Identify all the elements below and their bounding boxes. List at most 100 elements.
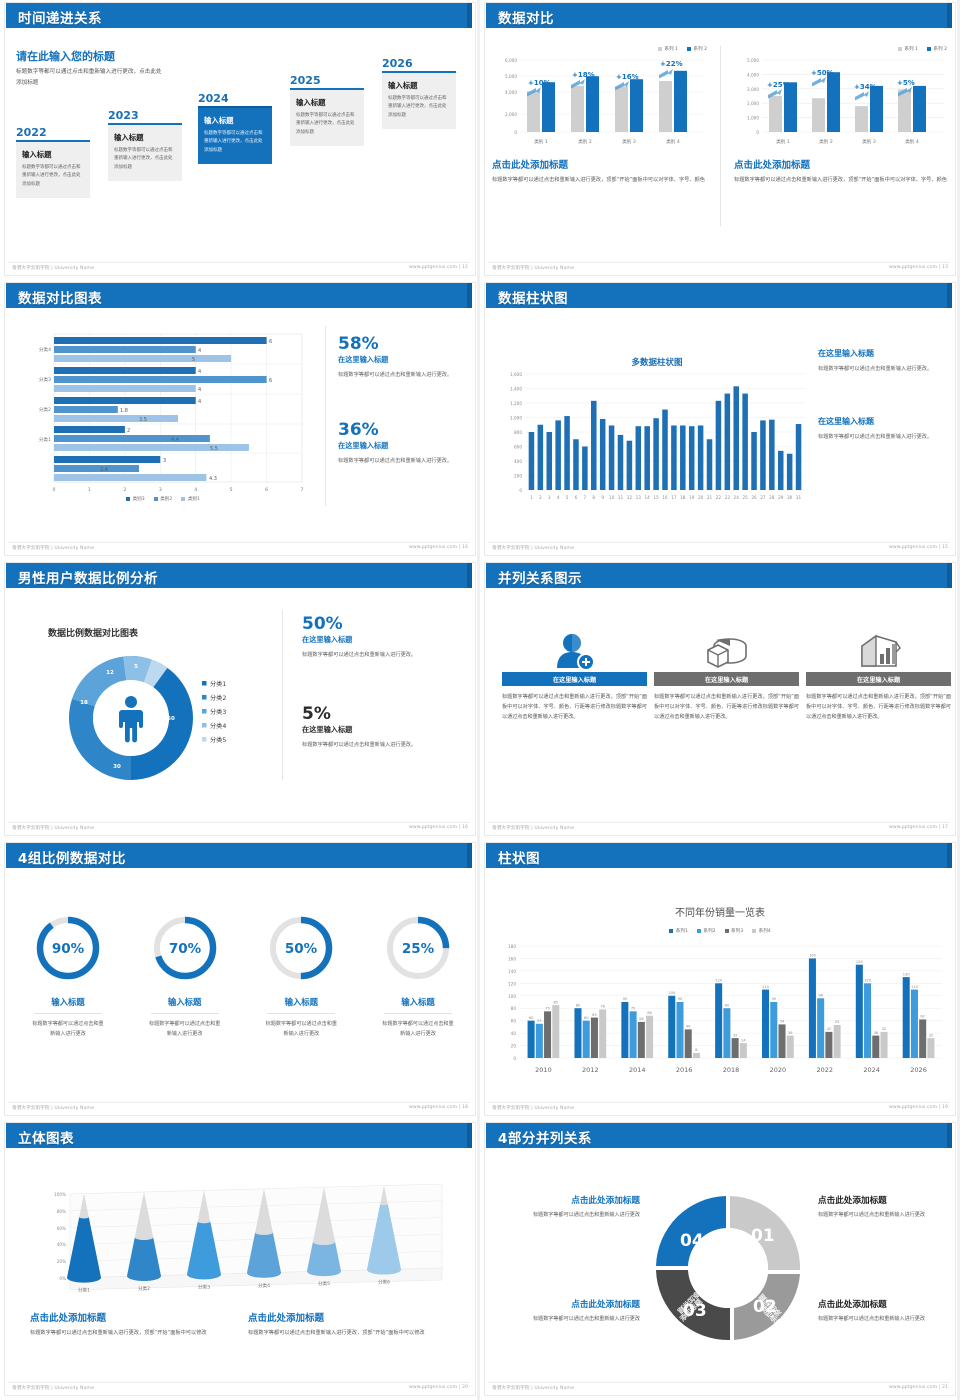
donut-slice-4 (123, 655, 152, 683)
cone-fill (307, 1241, 341, 1277)
svg-text:1,200: 1,200 (510, 401, 522, 406)
svg-text:0%: 0% (59, 1276, 66, 1281)
svg-text:9: 9 (601, 495, 604, 500)
timeline-card-heading: 输入标题 (114, 133, 144, 142)
slice-value: 12 (106, 670, 114, 676)
bar (591, 400, 597, 490)
slide-header: 数据柱状图 (486, 283, 952, 308)
svg-text:55: 55 (537, 1019, 542, 1023)
block-title: 在这里输入标题 (818, 417, 874, 426)
svg-text:17: 17 (671, 495, 677, 500)
svg-text:10: 10 (609, 495, 615, 500)
chart-four-part-donut: 01 02 03 04 添加标题 添加标题 添加标题 添加标题 (656, 1196, 801, 1341)
bar (680, 425, 686, 490)
svg-text:分类5: 分类5 (210, 736, 226, 744)
bar (715, 400, 722, 490)
gauge-text: 标题数字等都可以通过点击和重新输入进行更改 (382, 1021, 454, 1038)
svg-text:20: 20 (698, 495, 704, 500)
timeline-card-2023[interactable]: 2023 输入标题 标题数字等都可以通过点击和重新输入进行更改，点击此处添加标题 (108, 109, 182, 181)
bar (544, 1011, 552, 1058)
timeline-year: 2022 (16, 126, 47, 139)
slide-title: 柱状图 (498, 851, 540, 867)
footer-left: 香港大学云街学院 | University Name (492, 1106, 575, 1111)
svg-text:180: 180 (508, 944, 516, 949)
bar (574, 1008, 582, 1058)
svg-text:21: 21 (707, 495, 713, 500)
footer-right: www.pptgenius.com | 13 (889, 265, 948, 270)
svg-text:8: 8 (592, 495, 595, 500)
segment-number: 02 (753, 1297, 777, 1317)
gauge-70[interactable]: 70% 输入标题 标题数字等都可以通过点击和重新输入进行更改 (135, 910, 235, 1039)
slide-body: 在这里输入标题 标题数字等都可以通过点击和重新输入进行更改，顶部“开始”面板中可… (488, 590, 952, 818)
bar (668, 995, 676, 1058)
parallel-text: 标题数字等都可以通过点击和重新输入进行更改，顶部“开始”面板中可以对字体、字号、… (806, 694, 951, 721)
parallel-column-2[interactable]: 在这里输入标题 标题数字等都可以通过点击和重新输入进行更改，顶部“开始”面板中可… (654, 630, 799, 723)
segment-01 (730, 1196, 801, 1270)
timeline-card-2024[interactable]: 2024 输入标题 标题数字等都可以通过点击和重新输入进行更改，点击此处添加标题 (198, 92, 272, 164)
block-title: 点击此处添加标题 (30, 1313, 107, 1324)
cone-fill (247, 1232, 281, 1278)
slide-male-ratio: 男性用户数据比例分析 数据比例数据对比图表 (0, 560, 480, 840)
svg-text:28: 28 (769, 495, 775, 500)
bar (739, 1043, 747, 1058)
slide-right-edge (957, 560, 960, 840)
header-accent (947, 283, 952, 308)
svg-text:20%: 20% (57, 1259, 66, 1264)
timeline-card-2025[interactable]: 2025 输入标题 标题数字等都可以通过点击和重新输入进行更改，点击此处添加标题 (290, 74, 364, 146)
gauge-25[interactable]: 25% 输入标题 标题数字等都可以通过点击和重新输入进行更改 (368, 910, 468, 1039)
svg-text:0: 0 (514, 130, 517, 135)
parallel-banner[interactable]: 在这里输入标题 (502, 672, 647, 686)
svg-text:60%: 60% (57, 1226, 66, 1231)
timeline-card-2026[interactable]: 2026 输入标题 标题数字等都可以通过点击和重新输入进行更改，点击此处添加标题 (382, 57, 456, 129)
slide-gauges: 4组比例数据对比 90% 输入标题 标题数字等都可以通过点击和重新输入进行更改 70%… (0, 840, 480, 1120)
stat-text: 标题数字等都可以通过点击和重新输入进行更改。 (302, 742, 417, 748)
slide-canvas (4, 842, 476, 1116)
svg-text:2: 2 (123, 487, 126, 493)
svg-text:140: 140 (508, 969, 516, 974)
slide-footer: 香港大学云街学院 | University Name www.pptgenius… (8, 542, 470, 554)
svg-text:分类4: 分类4 (258, 1282, 270, 1289)
parallel-banner[interactable]: 在这里输入标题 (806, 672, 951, 686)
svg-text:46: 46 (686, 1025, 691, 1029)
svg-text:53: 53 (835, 1020, 840, 1024)
bar (676, 1002, 684, 1058)
slide-right-edge (477, 840, 480, 1120)
svg-text:4: 4 (198, 348, 201, 354)
gauge-90[interactable]: 90% 输入标题 标题数字等都可以通过点击和重新输入进行更改 (18, 910, 118, 1039)
y-tick: 分类3 (39, 376, 51, 383)
legend-item: 系列 1 (897, 46, 918, 52)
timeline-card-heading: 输入标题 (388, 81, 418, 90)
legend-item: 类别1 (181, 496, 200, 502)
x-tick: 类别 1 (776, 138, 790, 145)
block-title: 点击此处添加标题 (571, 1196, 640, 1206)
bar (692, 1053, 700, 1058)
footer-right: www.pptgenius.com | 20 (409, 1385, 468, 1390)
block-text: 标题数字等都可以通过点击和重新输入进行更改。 (818, 434, 933, 440)
bar (697, 425, 704, 490)
header-accent (467, 843, 472, 868)
slide-body: 多数据柱状图 1,600 1,400 1,200 1,000 800 600 400 20… (488, 310, 952, 538)
bar (769, 419, 775, 490)
text-block-1: 在这里输入标题 标题数字等都可以通过点击和重新输入进行更改。 (818, 346, 953, 374)
x-tick: 类别 3 (862, 138, 876, 145)
parallel-banner[interactable]: 在这里输入标题 (654, 672, 799, 686)
timeline-card-heading: 输入标题 (204, 116, 234, 125)
four-part-text-4: 点击此处添加标题 标题数字等都可以通过点击和重新输入进行更改 (818, 1298, 958, 1324)
slide-footer: 香港大学云街学院 | University Name www.pptgenius… (488, 822, 950, 834)
chart-legend: 系列 1 系列 2 (734, 46, 947, 52)
stat-label: 在这里输入标题 (338, 441, 389, 450)
stat-block-58: 58% 在这里输入标题 标题数字等都可以通过点击和重新输入进行更改。 (338, 336, 468, 380)
bar (644, 426, 650, 490)
parallel-column-3[interactable]: 在这里输入标题 标题数字等都可以通过点击和重新输入进行更改，顶部“开始”面板中可… (806, 630, 951, 723)
svg-text:4: 4 (194, 487, 197, 493)
svg-text:75: 75 (545, 1007, 550, 1011)
footer-site: www.pptgenius.com (409, 1385, 458, 1390)
timeline-card-heading: 输入标题 (296, 98, 326, 107)
timeline-card-2022[interactable]: 2022 输入标题 标题数字等都可以通过点击和重新输入进行更改，点击此处添加标题 (16, 126, 90, 198)
divider (267, 1013, 336, 1014)
footer-page: 18 (461, 1105, 468, 1110)
parallel-column-1[interactable]: 在这里输入标题 标题数字等都可以通过点击和重新输入进行更改，顶部“开始”面板中可… (502, 630, 647, 723)
chart-title: 不同年份销量一览表 (675, 908, 765, 919)
svg-text:18: 18 (680, 495, 686, 500)
gauge-50[interactable]: 50% 输入标题 标题数字等都可以通过点击和重新输入进行更改 (251, 910, 351, 1039)
